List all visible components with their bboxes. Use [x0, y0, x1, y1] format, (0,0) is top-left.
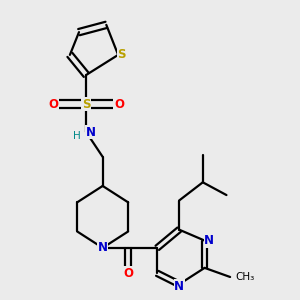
- Text: O: O: [114, 98, 124, 110]
- Text: S: S: [82, 98, 91, 110]
- Text: N: N: [174, 280, 184, 292]
- Text: N: N: [86, 126, 96, 139]
- Text: H: H: [73, 131, 81, 141]
- Text: O: O: [49, 98, 58, 110]
- Text: N: N: [204, 234, 214, 247]
- Text: CH₃: CH₃: [236, 272, 255, 282]
- Text: N: N: [98, 242, 108, 254]
- Text: O: O: [123, 267, 133, 280]
- Text: S: S: [118, 48, 126, 62]
